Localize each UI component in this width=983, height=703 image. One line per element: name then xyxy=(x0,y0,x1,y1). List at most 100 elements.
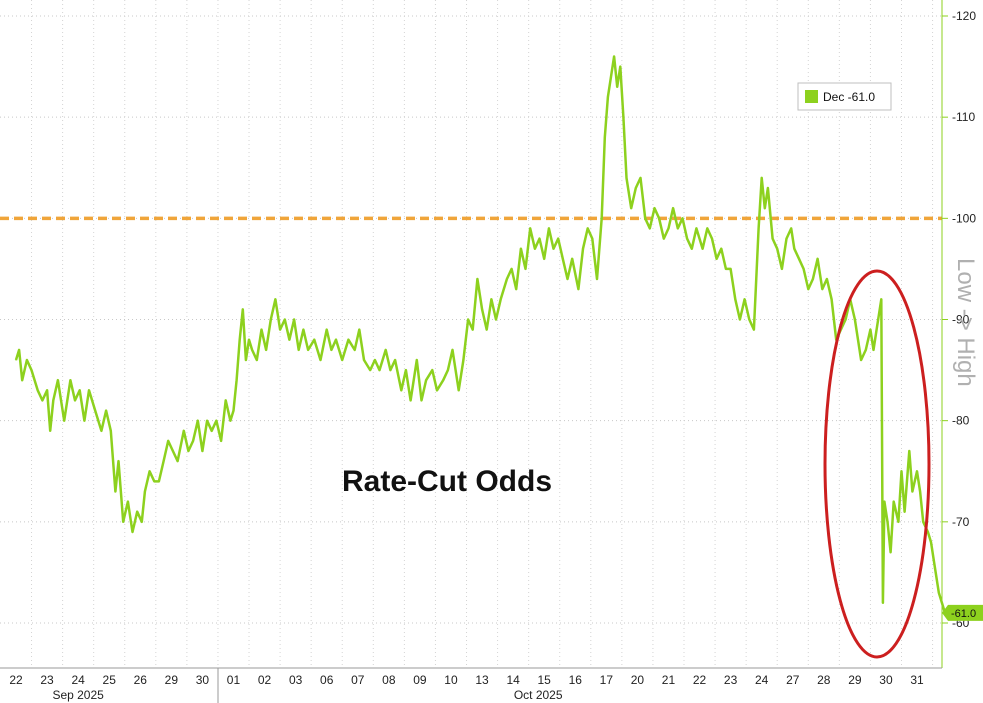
data-point xyxy=(447,369,449,371)
data-point xyxy=(817,258,819,260)
data-point xyxy=(510,268,513,270)
last-value-label: -61.0 xyxy=(951,608,976,620)
data-point xyxy=(562,258,564,260)
gridlines xyxy=(0,0,942,668)
data-point xyxy=(341,359,343,361)
data-point xyxy=(490,298,492,300)
data-point xyxy=(18,349,20,351)
data-point xyxy=(776,248,778,250)
data-point xyxy=(927,531,929,533)
data-point xyxy=(622,116,625,118)
data-point xyxy=(472,329,474,331)
data-point xyxy=(919,490,921,493)
data-point xyxy=(431,369,433,371)
data-point xyxy=(854,318,856,321)
data-point xyxy=(520,248,522,250)
data-point xyxy=(922,521,924,523)
legend: Dec -61.0 xyxy=(797,82,892,111)
data-point xyxy=(94,409,96,412)
data-point xyxy=(761,177,763,179)
data-point xyxy=(369,369,371,371)
data-point xyxy=(630,207,632,209)
data-point xyxy=(793,248,795,250)
legend-label: Dec -61.0 xyxy=(823,90,875,104)
data-point xyxy=(30,369,33,371)
chart-title: Rate-Cut Odds xyxy=(342,465,552,498)
month-label: Oct 2025 xyxy=(514,688,563,702)
data-point xyxy=(458,389,460,391)
data-point xyxy=(141,521,143,523)
data-point xyxy=(229,420,231,422)
data-point xyxy=(807,288,809,290)
data-point xyxy=(451,349,454,351)
x-tick-label: 08 xyxy=(382,673,396,687)
x-tick-label: 15 xyxy=(538,673,552,687)
data-point xyxy=(882,602,884,604)
y-tick-label: -110 xyxy=(952,110,975,124)
x-tick-label: 06 xyxy=(320,673,334,687)
data-point xyxy=(442,379,444,381)
x-tick-label: 30 xyxy=(196,673,210,687)
data-point xyxy=(886,521,889,523)
data-point xyxy=(702,248,704,250)
data-point xyxy=(790,227,792,230)
data-point xyxy=(691,248,693,250)
data-point xyxy=(270,318,272,321)
data-point xyxy=(734,298,736,300)
x-tick-label: 31 xyxy=(910,673,924,687)
data-point xyxy=(893,501,895,503)
data-point xyxy=(883,501,886,503)
data-point xyxy=(872,349,875,351)
data-point xyxy=(706,227,708,230)
data-point xyxy=(900,470,903,472)
data-point xyxy=(211,430,213,432)
last-value-marker xyxy=(942,604,983,621)
x-tick-label: 22 xyxy=(9,673,23,687)
x-tick-label: 21 xyxy=(662,673,676,687)
x-tick-label: 24 xyxy=(755,673,769,687)
data-point xyxy=(425,379,427,381)
data-point xyxy=(153,480,155,482)
data-point xyxy=(117,460,120,462)
data-point xyxy=(37,389,39,391)
data-point xyxy=(476,278,478,280)
data-point xyxy=(79,389,81,391)
data-point xyxy=(821,288,823,290)
data-point xyxy=(298,349,300,351)
data-point xyxy=(757,227,760,230)
data-point xyxy=(663,237,665,240)
x-tick-label: 14 xyxy=(506,673,520,687)
series-line-dec xyxy=(14,55,947,614)
data-point xyxy=(251,349,253,351)
data-point xyxy=(908,450,910,452)
y-tick-label: -100 xyxy=(952,211,976,225)
data-point xyxy=(326,329,328,331)
data-point xyxy=(167,440,169,442)
data-point xyxy=(803,268,805,270)
y-tick-label: -90 xyxy=(952,313,970,327)
x-tick-label: 22 xyxy=(693,673,707,687)
x-tick-label: 25 xyxy=(103,673,117,687)
data-point xyxy=(15,359,17,361)
data-point xyxy=(767,187,769,189)
data-point xyxy=(52,399,54,402)
x-tick-label: 29 xyxy=(848,673,862,687)
x-tick-label: 07 xyxy=(351,673,365,687)
data-point xyxy=(83,420,85,422)
data-point xyxy=(876,329,878,331)
data-point xyxy=(274,298,277,300)
data-point xyxy=(21,379,23,381)
data-point xyxy=(695,227,698,230)
data-point xyxy=(607,96,609,98)
data-point xyxy=(127,501,129,503)
data-point xyxy=(41,399,44,402)
data-point xyxy=(69,379,71,381)
x-tick-label: 03 xyxy=(289,673,303,687)
data-point xyxy=(284,318,286,321)
data-point xyxy=(245,359,247,361)
x-tick-label: 09 xyxy=(413,673,427,687)
data-point xyxy=(577,288,579,290)
x-tick-label: 01 xyxy=(227,673,241,687)
data-point xyxy=(649,227,651,230)
